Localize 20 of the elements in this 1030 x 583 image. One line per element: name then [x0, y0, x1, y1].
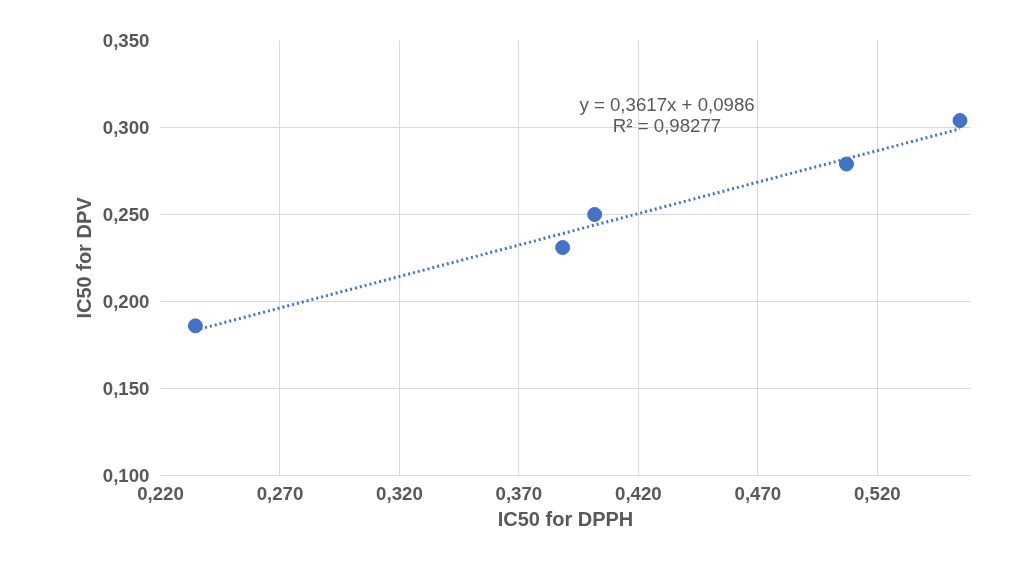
x-tick-label: 0,320: [376, 482, 423, 504]
point: [952, 113, 968, 129]
x-axis-title: IC50 for DPPH: [497, 507, 634, 530]
y-tick-label: 0,150: [102, 378, 150, 399]
y-tick-label: 0,300: [102, 117, 150, 138]
y-tick-label: 0,200: [102, 291, 150, 312]
x-tick-label: 0,420: [615, 482, 662, 504]
point: [587, 207, 603, 222]
point: [555, 240, 571, 256]
x-tick-label: 0,270: [256, 482, 304, 504]
x-tick-label: 0,470: [734, 482, 782, 504]
annotation: R² = 0,98277: [612, 115, 722, 137]
x-tick-label: 0,370: [495, 482, 543, 504]
point: [187, 318, 203, 334]
x-tick-label: 0,520: [853, 482, 901, 504]
y-tick-label: 0,350: [102, 30, 150, 51]
y-axis-title: IC50 for DPV: [72, 196, 95, 319]
point: [838, 156, 854, 172]
y-tick-label: 0,250: [102, 204, 150, 225]
annotation: y = 0,3617x + 0,0986: [579, 94, 755, 116]
